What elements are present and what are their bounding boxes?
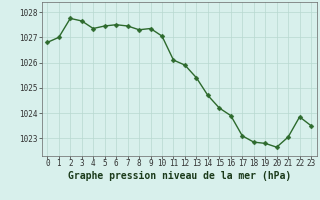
X-axis label: Graphe pression niveau de la mer (hPa): Graphe pression niveau de la mer (hPa) [68, 171, 291, 181]
